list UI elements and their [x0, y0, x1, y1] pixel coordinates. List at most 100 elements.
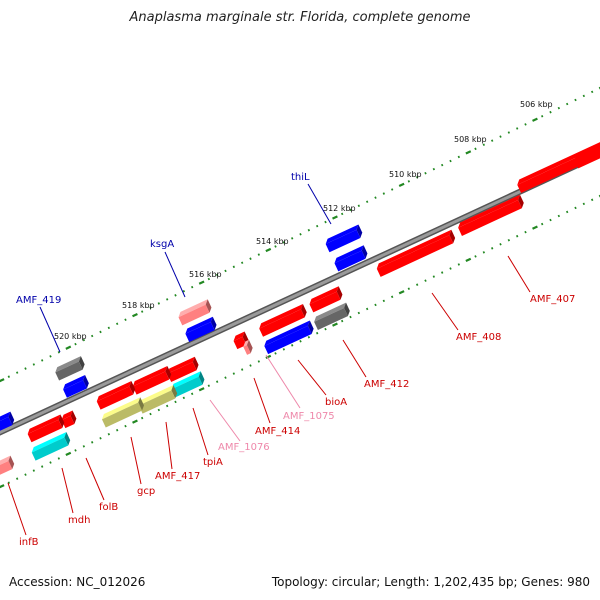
lower-track-tick — [65, 451, 72, 457]
upper-track-tick — [124, 318, 127, 321]
upper-track-tick — [215, 273, 219, 277]
lower-track-tick — [474, 255, 477, 258]
gene-block-thil — [325, 224, 363, 253]
scale-label-518: 518 kbp — [122, 301, 155, 310]
upper-track-tick — [40, 359, 44, 362]
leader-line — [85, 457, 105, 501]
upper-track-tick — [15, 371, 19, 374]
upper-track-tick — [107, 326, 111, 330]
gene-block-ksga — [185, 316, 217, 342]
lower-track-tick — [374, 303, 377, 307]
lower-track-tick — [565, 210, 569, 214]
gene-label-amf-419: AMF_419 — [16, 295, 61, 306]
gene-block-mdh — [27, 414, 65, 443]
upper-track-tick — [7, 375, 11, 378]
lower-track-tick — [432, 275, 436, 278]
lower-track-tick — [340, 319, 344, 323]
scale-label-508: 508 kbp — [454, 135, 487, 144]
upper-track-tick — [282, 241, 286, 244]
lower-track-tick — [232, 372, 236, 375]
lower-track-tick — [398, 290, 405, 295]
upper-track-tick — [415, 176, 419, 179]
upper-track-tick — [265, 247, 272, 253]
leader-line — [130, 436, 142, 485]
leader-line — [297, 359, 327, 396]
upper-track-tick — [449, 159, 452, 163]
upper-tick-track — [0, 86, 600, 383]
upper-track-tick — [174, 294, 177, 297]
lower-track-tick — [107, 432, 111, 436]
upper-track-tick — [65, 345, 72, 350]
gene-block-amf-412 — [309, 286, 343, 313]
gene-block-folb — [96, 381, 136, 410]
leader-line — [307, 183, 332, 225]
upper-track-tick — [340, 212, 344, 216]
lower-track-tick — [524, 230, 527, 234]
upper-track-tick — [140, 310, 144, 313]
gene-block-amf-407b — [458, 194, 524, 236]
upper-track-tick — [432, 167, 436, 171]
lower-track-tick — [90, 441, 94, 444]
upper-track-tick — [74, 342, 77, 346]
map-title: Anaplasma marginale str. Florida, comple… — [129, 10, 471, 25]
upper-track-tick — [507, 131, 511, 134]
gene-label-thil: thiL — [291, 172, 310, 183]
gene-block-bioa — [259, 303, 307, 337]
gene-label-amf-408: AMF_408 — [456, 332, 501, 343]
leader-line — [209, 399, 241, 442]
scale-label-510: 510 kbp — [389, 170, 422, 179]
lower-track-tick — [265, 354, 272, 360]
upper-track-tick — [49, 355, 52, 358]
lower-track-tick — [482, 251, 486, 254]
gene-label-mdh: mdh — [68, 515, 90, 526]
upper-track-tick — [115, 322, 119, 326]
gene-block-folb2 — [61, 410, 77, 429]
lower-track-tick — [207, 384, 211, 387]
upper-track-tick — [499, 135, 502, 138]
lower-track-tick — [0, 484, 5, 489]
upper-track-tick — [157, 302, 161, 305]
lower-track-tick — [515, 234, 519, 238]
upper-track-tick — [532, 117, 538, 122]
upper-track-tick — [149, 306, 152, 309]
gene-block-thil-b — [334, 245, 368, 272]
lower-track-tick — [390, 295, 394, 299]
upper-track-tick — [482, 143, 486, 146]
lower-track-tick — [124, 424, 127, 428]
gene-features — [0, 141, 600, 476]
lower-track-tick — [290, 344, 294, 347]
upper-track-tick — [457, 155, 461, 159]
leader-line — [253, 377, 271, 424]
leader-line — [164, 251, 186, 298]
lower-track-tick — [140, 416, 144, 420]
upper-track-tick — [524, 123, 527, 126]
gene-block-trna — [171, 371, 205, 398]
upper-track-tick — [549, 110, 552, 114]
lower-track-tick — [324, 327, 327, 331]
lower-track-tick — [190, 392, 194, 396]
upper-track-tick — [490, 139, 494, 142]
lower-track-tick — [365, 307, 369, 311]
upper-track-tick — [274, 245, 277, 248]
upper-track-tick — [332, 215, 338, 220]
upper-track-tick — [349, 208, 352, 212]
lower-track-tick — [282, 348, 286, 351]
scale-label-516: 516 kbp — [189, 270, 222, 279]
lower-track-tick — [440, 271, 444, 274]
lower-track-tick — [574, 206, 577, 210]
lower-track-tick — [490, 247, 494, 250]
upper-track-tick — [540, 114, 544, 118]
upper-track-tick — [290, 237, 294, 240]
leader-line — [61, 467, 74, 514]
gene-block-ksga-pseudo — [178, 299, 212, 326]
label-leader-lines — [7, 183, 531, 536]
accession-text: Accession: NC_012026 — [9, 575, 146, 589]
upper-track-tick — [398, 182, 405, 188]
upper-track-tick — [57, 351, 61, 354]
lower-track-tick — [532, 225, 538, 230]
gene-label-bioa: bioA — [325, 397, 347, 408]
lower-track-tick — [507, 238, 511, 242]
gene-label-amf-412: AMF_412 — [364, 379, 409, 390]
upper-track-tick — [515, 127, 519, 130]
